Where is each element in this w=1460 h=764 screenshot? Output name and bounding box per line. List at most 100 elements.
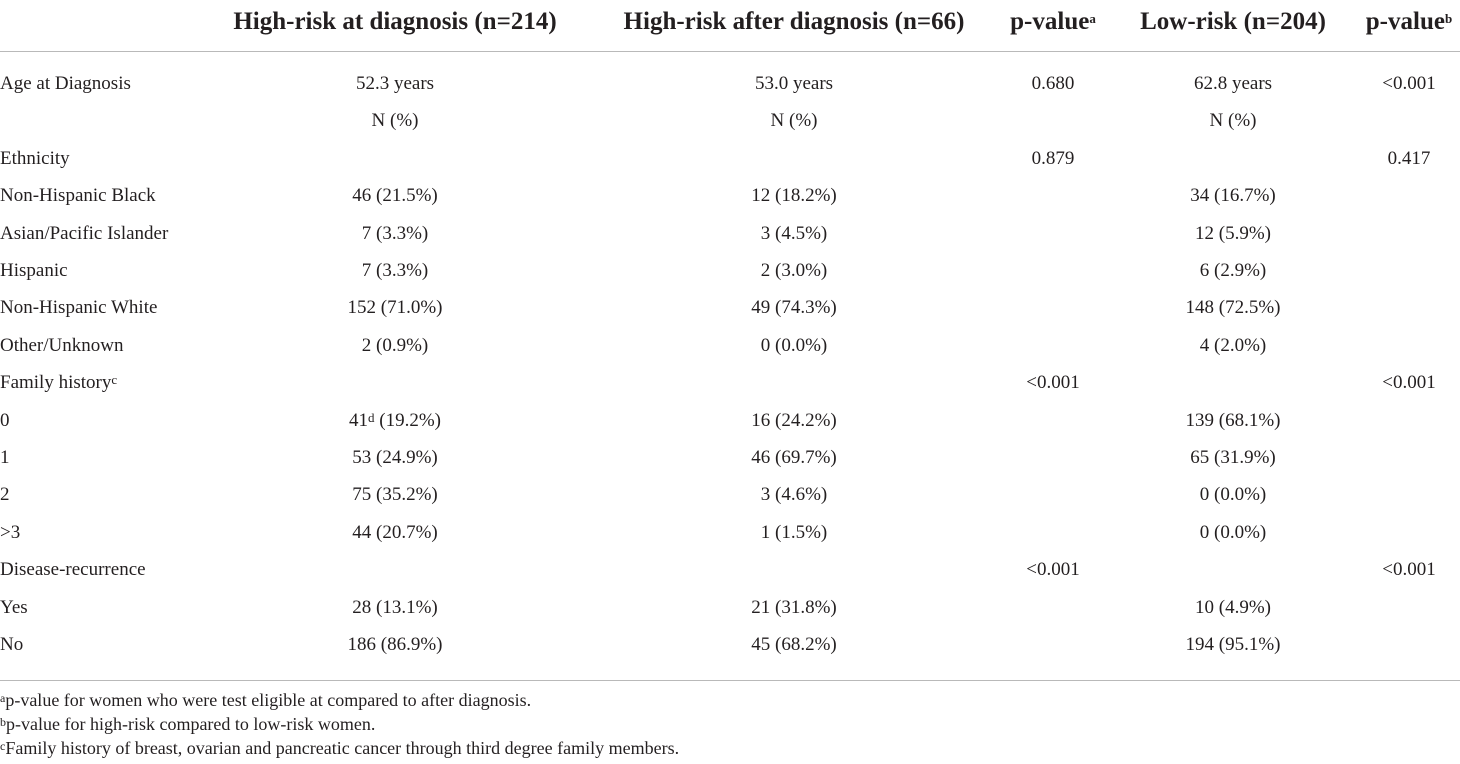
cell-high-risk-at-diagnosis: 52.3 years — [222, 65, 568, 102]
cell-high-risk-after-diagnosis-text: 21 (31.8%) — [751, 597, 837, 618]
row-label: Age at Diagnosis — [0, 65, 131, 102]
cell-p-value-b: <0.001 — [1358, 551, 1460, 588]
row-label: >3 — [0, 514, 20, 551]
header-high-risk-at-diagnosis: High-risk at diagnosis (n=214) — [222, 8, 568, 36]
header-col5-text: p-value — [1365, 8, 1445, 35]
cell-high-risk-after-diagnosis-text: N (%) — [770, 110, 818, 131]
row-label: Family historyc — [0, 364, 117, 401]
table-row: Non-Hispanic Black 46 (21.5%) 12 (18.2%) 34… — [0, 177, 1460, 214]
cell-high-risk-after-diagnosis-text: 16 (24.2%) — [751, 410, 837, 431]
footnote-marker: a — [0, 691, 6, 705]
row-label: Disease-recurrence — [0, 551, 146, 588]
table-row: No 186 (86.9%) 45 (68.2%) 194 (95.1%) — [0, 626, 1460, 663]
cell-high-risk-at-diagnosis: 186 (86.9%) — [222, 626, 568, 663]
row-label-text: Non-Hispanic Black — [0, 185, 156, 206]
cell-low-risk-text: 10 (4.9%) — [1195, 597, 1271, 618]
cell-high-risk-after-diagnosis-text: 45 (68.2%) — [751, 634, 837, 655]
table-row: Age at Diagnosis 52.3 years 53.0 years 0.68… — [0, 65, 1460, 102]
cell-high-risk-after-diagnosis-text: 0 (0.0%) — [760, 335, 828, 356]
cell-high-risk-after-diagnosis: 45 (68.2%) — [606, 626, 982, 663]
footnote-text: p-value for high-risk compared to low-ri… — [6, 714, 376, 734]
cell-low-risk: 6 (2.9%) — [1120, 252, 1346, 289]
cell-low-risk: 10 (4.9%) — [1120, 589, 1346, 626]
cell-p-value-b-text: <0.001 — [1382, 73, 1436, 94]
table-row: Family historyc <0.001 <0.001 — [0, 364, 1460, 401]
cell-high-risk-at-diagnosis-text: N (%) — [371, 110, 419, 131]
cell-high-risk-at-diagnosis-text: 46 (21.5%) — [352, 185, 438, 206]
row-label-text: Ethnicity — [0, 148, 70, 169]
cell-p-value-b: <0.001 — [1358, 65, 1460, 102]
row-label: Asian/Pacific Islander — [0, 215, 168, 252]
cell-p-value-b-text: <0.001 — [1382, 372, 1436, 393]
cell-low-risk: 65 (31.9%) — [1120, 439, 1346, 476]
cell-low-risk: 62.8 years — [1120, 65, 1346, 102]
cell-low-risk-text: 148 (72.5%) — [1185, 297, 1281, 318]
cell-high-risk-at-diagnosis-text: 52.3 years — [355, 73, 435, 94]
cell-low-risk-text: 62.8 years — [1193, 73, 1273, 94]
cell-high-risk-after-diagnosis: 16 (24.2%) — [606, 402, 982, 439]
cell-high-risk-at-diagnosis-rest: (19.2%) — [374, 410, 441, 431]
row-label-text: Family history — [0, 372, 112, 393]
cell-high-risk-at-diagnosis: 7 (3.3%) — [222, 215, 568, 252]
cell-p-value-a: <0.001 — [1001, 364, 1105, 401]
table-row: Hispanic 7 (3.3%) 2 (3.0%) 6 (2.9%) — [0, 252, 1460, 289]
cell-high-risk-at-diagnosis: 46 (21.5%) — [222, 177, 568, 214]
header-p-value-b: p-valueb — [1358, 8, 1460, 36]
row-label-text: Disease-recurrence — [0, 559, 146, 580]
cell-low-risk-text: 4 (2.0%) — [1199, 335, 1267, 356]
cell-low-risk-text: 194 (95.1%) — [1185, 634, 1281, 655]
cell-p-value-a: <0.001 — [1001, 551, 1105, 588]
cell-p-value-b: <0.001 — [1358, 364, 1460, 401]
cell-high-risk-after-diagnosis: 53.0 years — [606, 65, 982, 102]
cell-high-risk-after-diagnosis: 49 (74.3%) — [606, 289, 982, 326]
cell-high-risk-after-diagnosis-text: 12 (18.2%) — [751, 185, 837, 206]
footnote-marker: d — [368, 410, 375, 425]
cell-high-risk-at-diagnosis: 152 (71.0%) — [222, 289, 568, 326]
cell-high-risk-after-diagnosis: 46 (69.7%) — [606, 439, 982, 476]
cell-high-risk-at-diagnosis-text: 53 (24.9%) — [352, 447, 438, 468]
row-label: 0 — [0, 402, 10, 439]
cell-p-value-a: 0.879 — [1001, 140, 1105, 177]
row-label: Ethnicity — [0, 140, 70, 177]
table-header: High-risk at diagnosis (n=214) High-risk… — [0, 0, 1460, 51]
footnote-marker: c — [0, 739, 6, 753]
cell-high-risk-at-diagnosis-text: 28 (13.1%) — [352, 597, 438, 618]
row-label: Non-Hispanic Black — [0, 177, 156, 214]
cell-low-risk-text: 0 (0.0%) — [1199, 522, 1267, 543]
footnote-b: bp-value for high-risk compared to low-r… — [0, 712, 1460, 736]
footnote-text: Family history of breast, ovarian and pa… — [5, 738, 680, 758]
row-label-text: Asian/Pacific Islander — [0, 223, 169, 244]
cell-high-risk-after-diagnosis-text: 1 (1.5%) — [760, 522, 828, 543]
cell-high-risk-after-diagnosis: 3 (4.6%) — [606, 476, 982, 513]
header-col3-text: p-value — [1010, 8, 1090, 35]
cell-high-risk-at-diagnosis-text: 75 (35.2%) — [352, 484, 438, 505]
footnote-marker: c — [111, 372, 118, 387]
cell-low-risk-text: 65 (31.9%) — [1190, 447, 1276, 468]
cell-high-risk-after-diagnosis-text: 3 (4.5%) — [760, 223, 828, 244]
cell-high-risk-at-diagnosis-text: 186 (86.9%) — [347, 634, 443, 655]
cell-p-value-a-text: <0.001 — [1026, 372, 1080, 393]
cell-p-value-b: 0.417 — [1358, 140, 1460, 177]
cell-high-risk-after-diagnosis: 3 (4.5%) — [606, 215, 982, 252]
cell-low-risk: 12 (5.9%) — [1120, 215, 1346, 252]
header-col4-text: Low-risk (n=204) — [1140, 8, 1326, 35]
cell-high-risk-after-diagnosis: 12 (18.2%) — [606, 177, 982, 214]
cell-high-risk-at-diagnosis: N (%) — [222, 102, 568, 139]
table-row: Yes 28 (13.1%) 21 (31.8%) 10 (4.9%) — [0, 589, 1460, 626]
cell-low-risk: 34 (16.7%) — [1120, 177, 1346, 214]
cell-high-risk-at-diagnosis: 2 (0.9%) — [222, 327, 568, 364]
cell-low-risk-text: 6 (2.9%) — [1199, 260, 1267, 281]
cell-p-value-a-text: <0.001 — [1026, 559, 1080, 580]
cell-high-risk-after-diagnosis: 0 (0.0%) — [606, 327, 982, 364]
table-row: 1 53 (24.9%) 46 (69.7%) 65 (31.9%) — [0, 439, 1460, 476]
row-label: 1 — [0, 439, 10, 476]
row-label-text: Yes — [0, 597, 28, 618]
table-row: Other/Unknown 2 (0.9%) 0 (0.0%) 4 (2.0%) — [0, 327, 1460, 364]
header-divider — [0, 51, 1460, 52]
footnote-text: p-value for women who were test eligible… — [5, 690, 532, 710]
cell-high-risk-at-diagnosis: 53 (24.9%) — [222, 439, 568, 476]
footnote-a: ap-value for women who were test eligibl… — [0, 688, 1460, 712]
cell-high-risk-after-diagnosis-text: 53.0 years — [754, 73, 834, 94]
cell-p-value-a-text: 0.879 — [1031, 148, 1075, 169]
footnote-c: cFamily history of breast, ovarian and p… — [0, 736, 1460, 760]
